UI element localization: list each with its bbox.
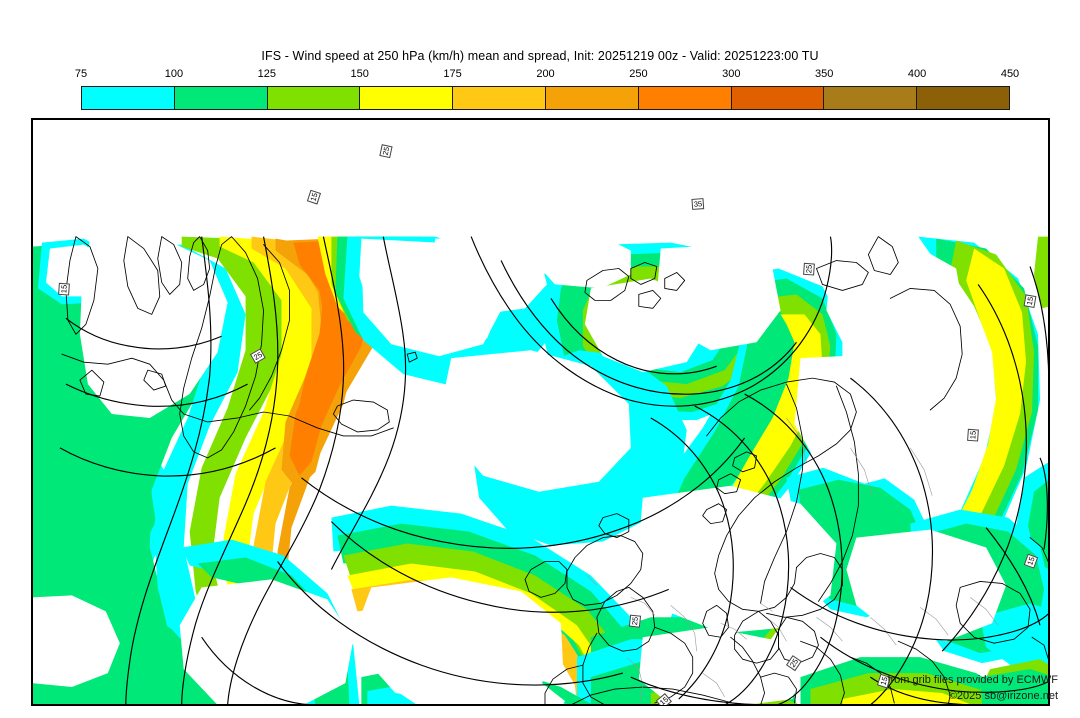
copyright-credit: ©2025 sb@irizone.net: [948, 690, 1058, 702]
colorbar-band-9: [917, 87, 1009, 109]
map-panel[interactable]: 25 15 35 25 15 15 25 15 25 15 15 25 15: [31, 118, 1050, 706]
spread-contours: [59, 236, 1049, 705]
page-title: IFS - Wind speed at 250 hPa (km/h) mean …: [261, 49, 819, 63]
colorbar-tick-400: 400: [907, 68, 927, 80]
colorbar-bands: [81, 86, 1010, 110]
colorbar-tick-350: 350: [815, 68, 834, 80]
contour-label: 15: [967, 428, 979, 442]
colorbar-band-5: [545, 87, 639, 109]
colorbar-band-3: [360, 87, 454, 109]
windspeed-shading: [32, 236, 1049, 705]
country-borders: [586, 417, 999, 702]
colorbar-band-1: [174, 87, 268, 109]
contour-label: 25: [628, 614, 642, 628]
colorbar-tick-150: 150: [350, 68, 369, 80]
colorbar-tick-labels: 75 100 125 150 175 200 250 300 350 400 450: [75, 68, 1019, 84]
colorbar-band-4: [453, 87, 546, 109]
colorbar-tick-125: 125: [257, 68, 276, 80]
colorbar-band-6: [638, 87, 732, 109]
colorbar-tick-175: 175: [443, 68, 462, 80]
colorbar-tick-200: 200: [536, 68, 555, 80]
data-source-credit: from grib files provided by ECMWF: [887, 674, 1058, 686]
colorbar-tick-75: 75: [74, 68, 88, 80]
colorbar-band-7: [731, 87, 825, 109]
coastlines: [61, 236, 1049, 705]
colorbar-band-2: [267, 87, 361, 109]
colorbar-tick-250: 250: [629, 68, 648, 80]
contour-label: 15: [58, 282, 70, 296]
contour-label: 35: [691, 198, 705, 210]
colorbar-tick-100: 100: [164, 68, 184, 80]
contour-label: 15: [1023, 293, 1037, 309]
colorbar-tick-450: 450: [1000, 68, 1020, 80]
colorbar: 75 100 125 150 175 200 250 300 350 400 450: [75, 68, 1019, 110]
colorbar-tick-300: 300: [722, 68, 741, 80]
colorbar-band-0: [82, 87, 175, 109]
map-canvas: [32, 119, 1049, 705]
contour-label: 25: [803, 262, 815, 276]
colorbar-band-8: [824, 87, 918, 109]
